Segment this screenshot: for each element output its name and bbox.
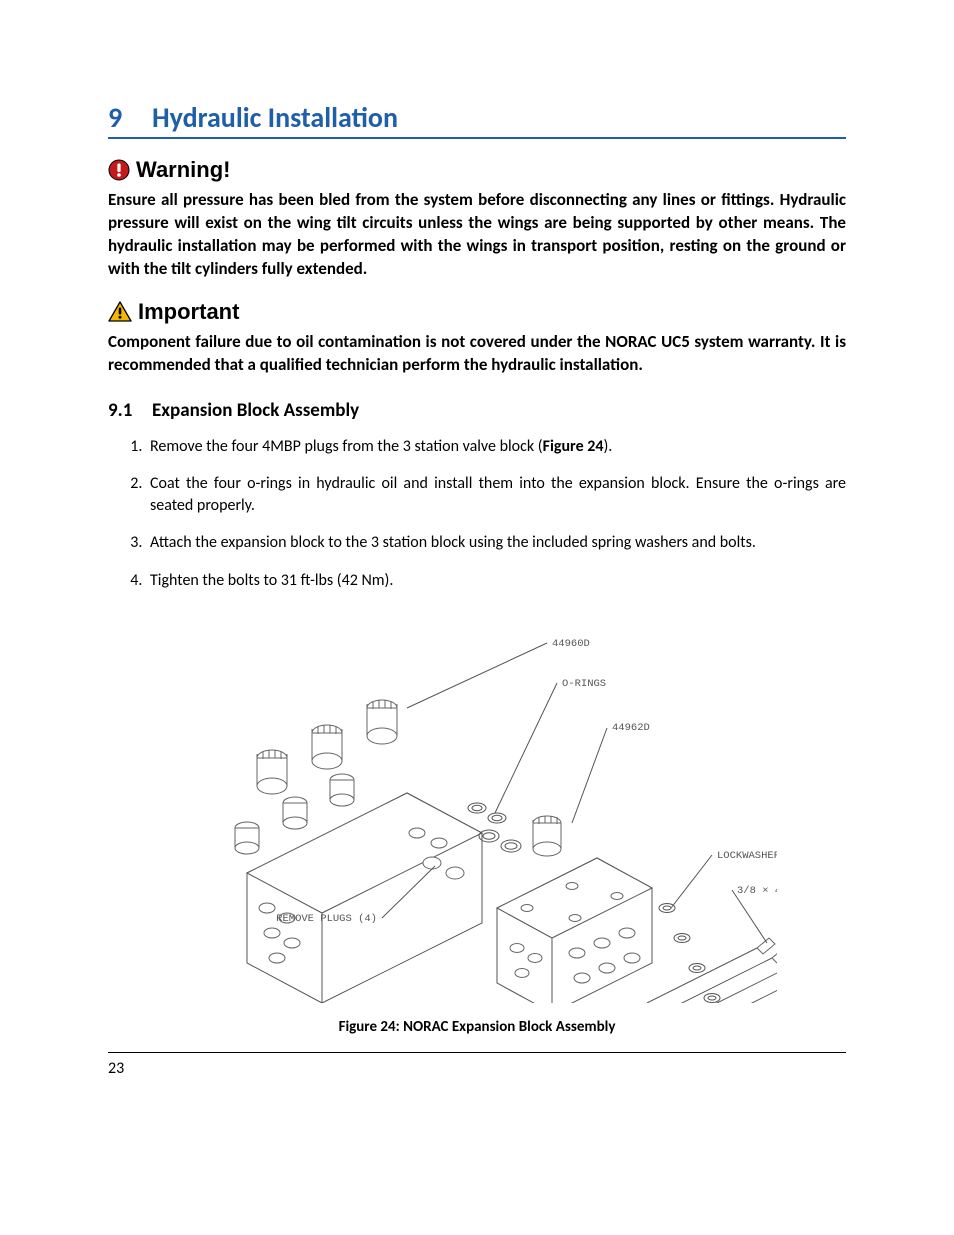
- section-title: Hydraulic Installation: [152, 100, 398, 135]
- callout-bolt: 3/8 × 4 BOLT: [737, 885, 777, 897]
- list-item: Tighten the bolts to 31 ft-lbs (42 Nm).: [146, 570, 846, 592]
- list-item: Attach the expansion block to the 3 stat…: [146, 532, 846, 554]
- warning-text: Ensure all pressure has been bled from t…: [108, 189, 846, 281]
- section-number: 9: [108, 100, 152, 135]
- important-text: Component failure due to oil contaminati…: [108, 331, 846, 377]
- document-page: 9 Hydraulic Installation Warning! Ensure…: [0, 0, 954, 1118]
- page-footer: 23: [108, 1052, 846, 1078]
- warning-heading: Warning!: [108, 157, 846, 183]
- figure-diagram: 44960D O-RINGS 44962D LOCKWASHER 3/8 × 4…: [177, 608, 777, 1003]
- list-item: Remove the four 4MBP plugs from the 3 st…: [146, 436, 846, 458]
- page-number: 23: [108, 1059, 124, 1078]
- list-item: Coat the four o-rings in hydraulic oil a…: [146, 473, 846, 516]
- warning-icon: [108, 159, 130, 181]
- warning-label: Warning!: [136, 157, 231, 183]
- important-heading: Important: [108, 299, 846, 325]
- subsection-title: Expansion Block Assembly: [152, 399, 359, 422]
- section-heading: 9 Hydraulic Installation: [108, 100, 846, 139]
- subsection-heading: 9.1 Expansion Block Assembly: [108, 399, 846, 422]
- callout-lockwasher: LOCKWASHER: [717, 850, 777, 862]
- callout-remove-plugs: REMOVE PLUGS (4): [276, 913, 377, 925]
- steps-list: Remove the four 4MBP plugs from the 3 st…: [108, 436, 846, 592]
- callout-orings: O-RINGS: [562, 678, 606, 690]
- callout-44960d: 44960D: [552, 638, 590, 650]
- figure: 44960D O-RINGS 44962D LOCKWASHER 3/8 × 4…: [108, 608, 846, 1036]
- figure-caption: Figure 24: NORAC Expansion Block Assembl…: [108, 1018, 846, 1036]
- subsection-number: 9.1: [108, 399, 152, 422]
- important-icon: [108, 301, 132, 322]
- callout-44962d: 44962D: [612, 722, 650, 734]
- important-label: Important: [138, 299, 239, 325]
